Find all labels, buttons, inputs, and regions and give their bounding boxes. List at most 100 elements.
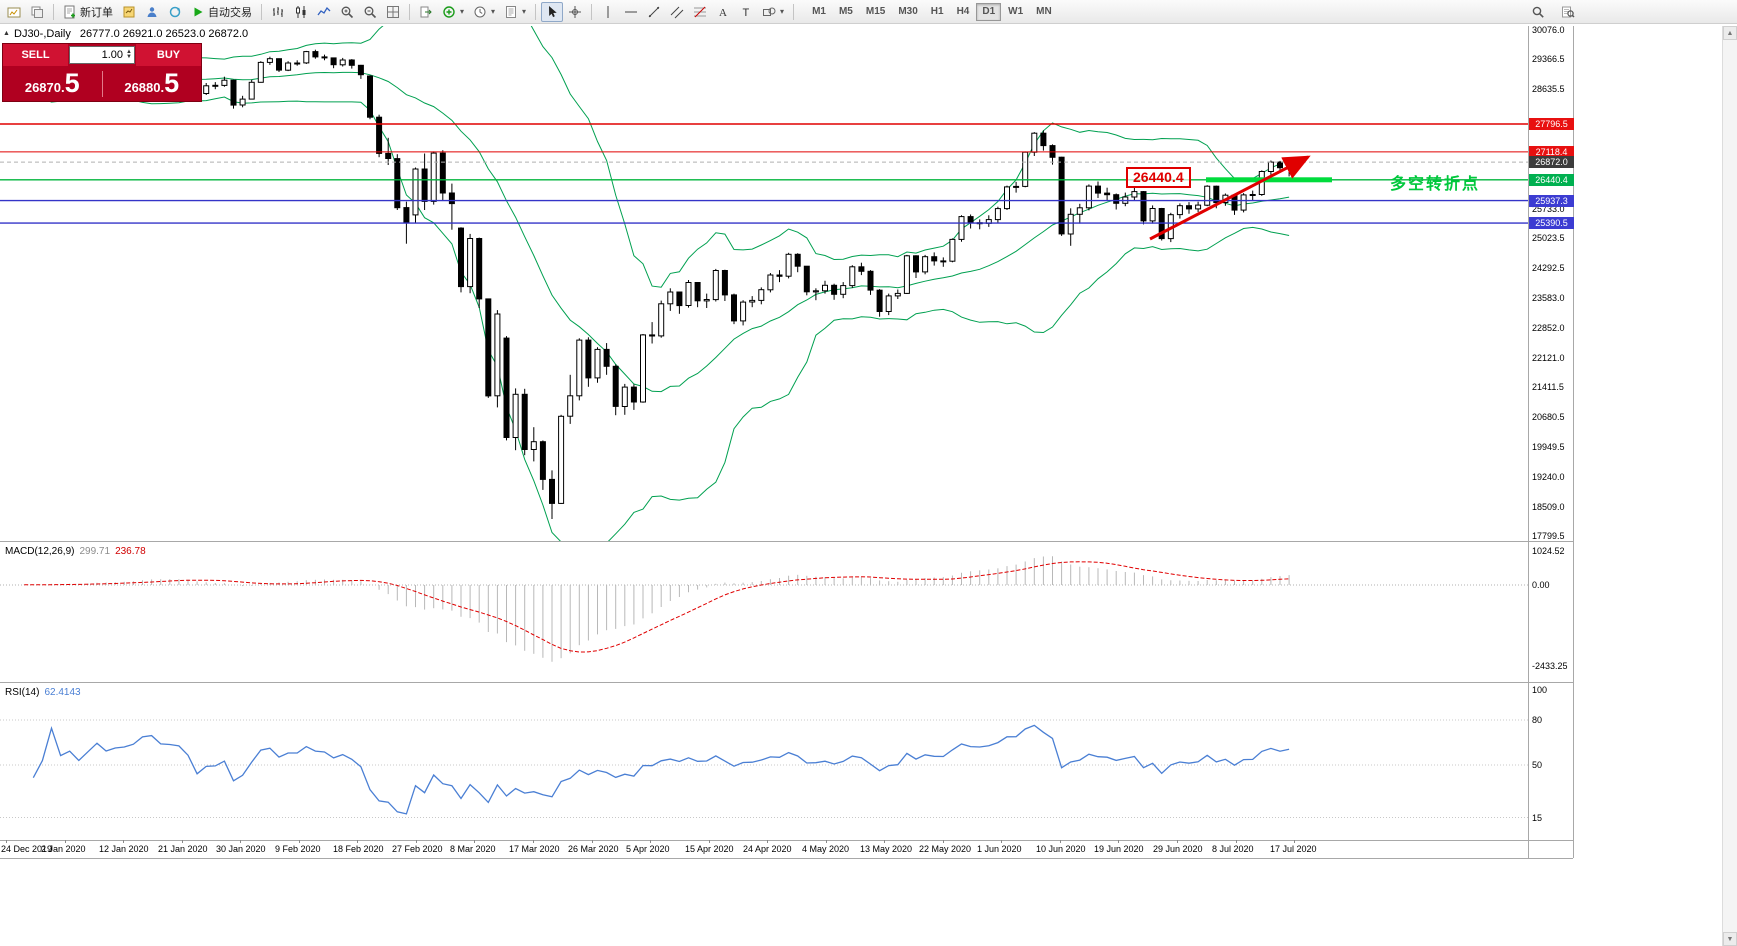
macd-pane[interactable] — [0, 543, 1528, 681]
collapse-icon[interactable]: ▲ — [3, 30, 10, 37]
indicators-button[interactable]: ▾ — [438, 2, 468, 22]
chart-title: DJ30-,Daily 26777.0 26921.0 26523.0 2687… — [14, 28, 248, 40]
shapes-button[interactable]: ▾ — [758, 2, 788, 22]
crosshair-button[interactable] — [564, 2, 586, 22]
vertical-line-button[interactable] — [597, 2, 619, 22]
templates-icon — [504, 5, 518, 19]
fibonacci-button[interactable] — [689, 2, 711, 22]
price-axis-label: 19949.5 — [1532, 442, 1565, 453]
price-tag: 25937.3 — [1529, 195, 1574, 207]
time-axis-label: 17 Mar 2020 — [509, 844, 560, 854]
scroll-down-icon[interactable]: ▼ — [1723, 932, 1737, 946]
volume-value: 1.00 — [101, 49, 124, 61]
zoom-out-icon — [363, 5, 377, 19]
time-axis-tick — [240, 840, 241, 843]
time-axis[interactable]: 24 Dec 2019 2 Jan 2020 12 Jan 2020 21 Jan 2… — [0, 840, 1528, 857]
vertical-line-icon — [601, 5, 615, 19]
symbol-search-button[interactable] — [1557, 2, 1579, 22]
cursor-button[interactable] — [541, 1, 564, 22]
candle-chart-mode-button[interactable] — [290, 2, 312, 22]
crosshair-icon — [568, 5, 582, 19]
caret-down-icon: ▾ — [780, 7, 785, 16]
price-axis[interactable]: 30076.0 29366.5 28635.5 25733.0 25023.5 24292… — [1529, 25, 1575, 858]
new-order-button[interactable]: 新订单 — [59, 2, 117, 22]
sell-button[interactable]: SELL — [3, 44, 68, 66]
price-axis-label: 18509.0 — [1532, 501, 1565, 512]
time-axis-label: 10 Jun 2020 — [1036, 844, 1086, 854]
time-axis-tick — [533, 840, 534, 843]
time-axis-label: 24 Dec 2019 — [1, 844, 53, 854]
templates-button[interactable]: ▾ — [500, 2, 530, 22]
bid-pips: 5 — [64, 68, 80, 98]
volume-input[interactable]: 1.00 ▲ ▼ — [69, 46, 135, 64]
pane-separator[interactable] — [0, 541, 1573, 542]
auto-scroll-icon — [419, 5, 433, 19]
bar-chart-mode-button[interactable] — [267, 2, 289, 22]
tile-windows-button[interactable] — [382, 2, 404, 22]
time-axis-tick — [299, 840, 300, 843]
timeframe-m1-button[interactable]: M1 — [812, 6, 826, 17]
zoom-out-button[interactable] — [359, 2, 381, 22]
time-axis-tick — [6, 840, 7, 843]
new-order-label: 新订单 — [80, 6, 113, 19]
time-axis-label: 5 Apr 2020 — [626, 844, 670, 854]
macd-name: MACD(12,26,9) — [5, 546, 75, 557]
line-chart-mode-icon — [317, 5, 331, 19]
chart-window-icon — [122, 5, 136, 19]
spin-down-icon[interactable]: ▼ — [126, 54, 132, 60]
line-chart-mode-button[interactable] — [313, 2, 335, 22]
ask-price[interactable]: 26880.5 — [103, 70, 202, 97]
timeframe-m15-button[interactable]: M15 — [865, 6, 886, 17]
turning-point-label[interactable]: 多空转折点 — [1390, 176, 1481, 193]
spin-up-icon[interactable]: ▲ — [126, 49, 132, 55]
toolbar-separator — [535, 3, 537, 20]
time-axis-border — [0, 840, 1573, 841]
volume-spinner[interactable]: ▲ ▼ — [126, 49, 132, 60]
price-level-annotation[interactable]: 26440.4 — [1126, 167, 1191, 188]
pane-separator[interactable] — [0, 682, 1573, 683]
chart-window-button[interactable] — [118, 2, 140, 22]
timeframe-m5-button[interactable]: M5 — [838, 6, 853, 17]
text-label-button[interactable]: T — [735, 2, 757, 22]
auto-trading-button[interactable]: 自动交易 — [187, 2, 256, 22]
equidistant-channel-button[interactable] — [666, 2, 688, 22]
timeframe-w1-button[interactable]: W1 — [1008, 6, 1024, 17]
price-axis-label: 25733.0 — [1532, 204, 1565, 214]
chart-plot-area[interactable] — [0, 26, 1528, 541]
auto-scroll-button[interactable] — [415, 2, 437, 22]
price-axis-label: 22121.0 — [1532, 352, 1565, 363]
timeframe-h4-button[interactable]: H4 — [956, 6, 970, 17]
time-axis-label: 21 Jan 2020 — [158, 844, 208, 854]
horizontal-line-button[interactable] — [620, 2, 642, 22]
timeframe-d1-button[interactable]: D1 — [976, 2, 1002, 21]
market-watch-button[interactable] — [141, 2, 163, 22]
rsi-pane[interactable] — [0, 684, 1528, 840]
text-button[interactable]: A — [712, 2, 734, 22]
caret-down-icon: ▾ — [522, 7, 527, 16]
periods-button[interactable]: ▾ — [469, 2, 499, 22]
timeframe-h1-button[interactable]: H1 — [930, 6, 944, 17]
time-axis-tick — [826, 840, 827, 843]
search-button[interactable] — [1527, 2, 1549, 22]
scroll-up-icon[interactable]: ▲ — [1723, 26, 1737, 40]
price-tag: 26440.4 — [1529, 174, 1574, 186]
trendline-button[interactable] — [643, 2, 665, 22]
time-axis-label: 22 May 2020 — [919, 844, 972, 854]
auto-trading-label: 自动交易 — [208, 6, 252, 19]
time-axis-tick — [884, 840, 885, 843]
profiles-button[interactable] — [26, 2, 48, 22]
rsi-axis-label: 15 — [1532, 812, 1543, 823]
time-axis-label: 8 Jul 2020 — [1212, 844, 1254, 854]
svg-text:T: T — [743, 7, 750, 19]
timeframe-mn-button[interactable]: MN — [1036, 6, 1052, 17]
bid-price[interactable]: 26870.5 — [3, 70, 102, 97]
timeframe-m30-button[interactable]: M30 — [898, 6, 918, 17]
zoom-in-button[interactable] — [336, 2, 358, 22]
bar-chart-mode-icon — [271, 5, 285, 19]
toolbar-buttons: 新订单 自动交易 ▾ ▾ ▾ A T ▾ — [3, 1, 798, 22]
strategy-tester-button[interactable] — [164, 2, 186, 22]
new-chart-button[interactable] — [3, 2, 25, 22]
time-axis-tick — [943, 840, 944, 843]
buy-button[interactable]: BUY — [136, 44, 201, 66]
vertical-scrollbar[interactable]: ▲ ▼ — [1722, 26, 1737, 946]
